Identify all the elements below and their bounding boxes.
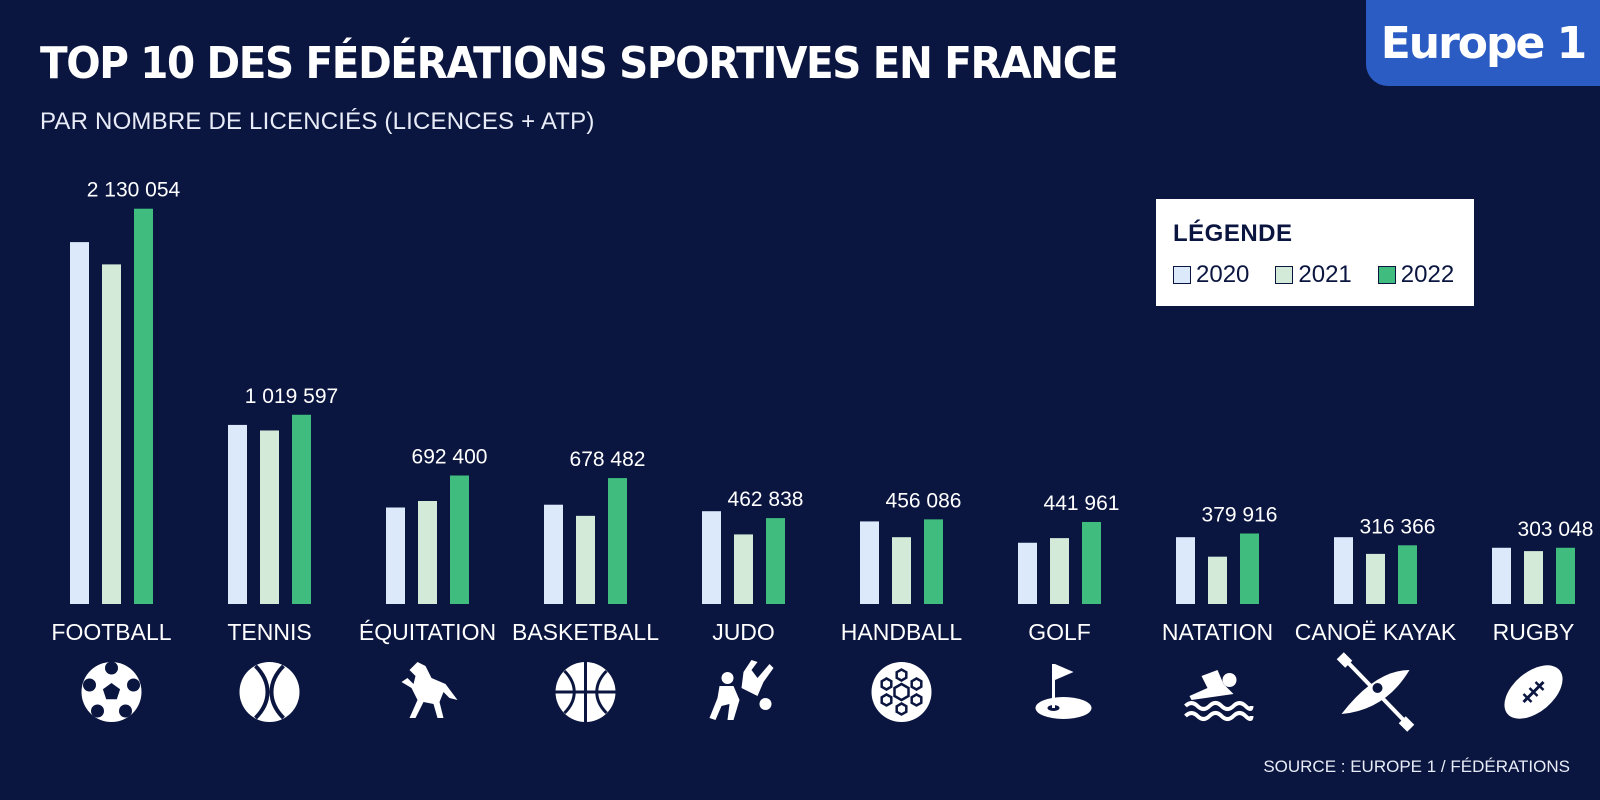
bar-2020 [228, 424, 247, 604]
value-label: 379 916 [1202, 503, 1278, 526]
bar-2020 [702, 511, 721, 604]
golf-icon [1035, 664, 1092, 719]
tennis-ball-icon [239, 662, 300, 722]
bar-2022 [450, 475, 469, 604]
category-label: JUDO [712, 619, 775, 645]
category-label: RUGBY [1493, 619, 1575, 645]
category-label: NATATION [1162, 619, 1273, 645]
logo-text: Europe 1 [1380, 17, 1588, 69]
bar-2020 [386, 507, 405, 604]
legend-label-2021: 2021 [1298, 261, 1352, 288]
bar-2022 [1082, 521, 1101, 604]
bar-2021 [1208, 556, 1227, 604]
value-label: 2 130 054 [87, 179, 181, 202]
soccer-ball-icon [81, 661, 142, 722]
bar-group: 316 366 CANOË KAYAK [1295, 515, 1457, 732]
bar-2021 [892, 537, 911, 604]
legend-label-2020: 2020 [1196, 261, 1250, 288]
bar-group: 462 838 JUDO [702, 488, 803, 720]
legend-title: LÉGENDE [1173, 220, 1293, 247]
bar-2022 [134, 208, 153, 604]
bar-2021 [418, 501, 437, 604]
category-label: CANOË KAYAK [1295, 619, 1457, 645]
bar-2020 [1492, 547, 1511, 604]
bar-2021 [102, 264, 121, 604]
legend-swatch-2021 [1275, 266, 1294, 284]
category-label: HANDBALL [841, 619, 963, 645]
horse-icon [401, 662, 458, 718]
europe1-logo: Europe 1 [1366, 0, 1600, 86]
value-label: 462 838 [728, 488, 804, 511]
bar-group: 678 482 BASKETBALL [512, 448, 659, 722]
chart-title: TOP 10 DES FÉDÉRATIONS SPORTIVES EN FRAN… [40, 38, 1119, 89]
bar-2020 [70, 242, 89, 604]
bar-2022 [1556, 547, 1575, 604]
value-label: 678 482 [570, 448, 646, 471]
legend-items: 2020 2021 2022 [1173, 261, 1480, 289]
judo-icon [709, 660, 774, 720]
bar-2022 [924, 519, 943, 604]
swimming-icon [1184, 670, 1254, 721]
value-label: 692 400 [412, 446, 488, 469]
value-label: 316 366 [1360, 515, 1436, 538]
basketball-icon [555, 662, 616, 722]
bar-2022 [766, 518, 785, 604]
bar-2020 [860, 521, 879, 604]
bar-2020 [1334, 537, 1353, 604]
bar-2021 [576, 515, 595, 604]
bar-2021 [734, 534, 753, 604]
bar-2022 [608, 478, 627, 604]
kayak-icon [1336, 652, 1415, 732]
bar-group: 456 086 HANDBALL [841, 489, 963, 722]
bar-2022 [292, 414, 311, 604]
chart-legend: LÉGENDE 2020 2021 2022 [1156, 199, 1474, 306]
category-label: ÉQUITATION [359, 619, 496, 645]
source-note: SOURCE : EUROPE 1 / FÉDÉRATIONS [1263, 757, 1570, 776]
bar-group: 379 916 NATATION [1162, 503, 1278, 721]
category-label: BASKETBALL [512, 619, 659, 645]
legend-label-2022: 2022 [1400, 261, 1455, 288]
legend-swatch-2020 [1173, 266, 1191, 284]
bar-2022 [1240, 533, 1259, 604]
bar-group: 441 961 GOLF [1018, 492, 1119, 719]
rugby-ball-icon [1504, 665, 1563, 719]
legend-swatch-2022 [1377, 266, 1396, 284]
handball-icon [871, 662, 932, 722]
value-label: 1 019 597 [245, 385, 338, 408]
bar-group: 2 130 054 FOOTBALL [51, 179, 181, 722]
bar-group: 303 048 RUGBY [1492, 518, 1594, 719]
bar-2021 [1050, 538, 1069, 604]
bar-2021 [260, 430, 279, 604]
value-label: 303 048 [1518, 518, 1594, 541]
value-label: 456 086 [886, 489, 962, 512]
legend-item-2022: 2022 [1377, 261, 1455, 289]
legend-item-2021: 2021 [1275, 261, 1352, 289]
bar-2022 [1398, 545, 1417, 604]
bar-2021 [1524, 551, 1543, 604]
category-label: FOOTBALL [51, 619, 171, 645]
bar-2021 [1366, 553, 1385, 604]
chart-subtitle: PAR NOMBRE DE LICENCIÉS (LICENCES + ATP) [40, 108, 595, 135]
bar-group: 1 019 597 TENNIS [227, 385, 338, 722]
bar-2020 [1176, 537, 1195, 604]
category-label: GOLF [1028, 619, 1091, 645]
category-label: TENNIS [227, 619, 311, 645]
value-label: 441 961 [1044, 492, 1120, 515]
bar-group: 692 400 ÉQUITATION [359, 446, 496, 718]
bar-2020 [544, 504, 563, 604]
bar-2020 [1018, 542, 1037, 604]
legend-item-2020: 2020 [1173, 261, 1249, 289]
